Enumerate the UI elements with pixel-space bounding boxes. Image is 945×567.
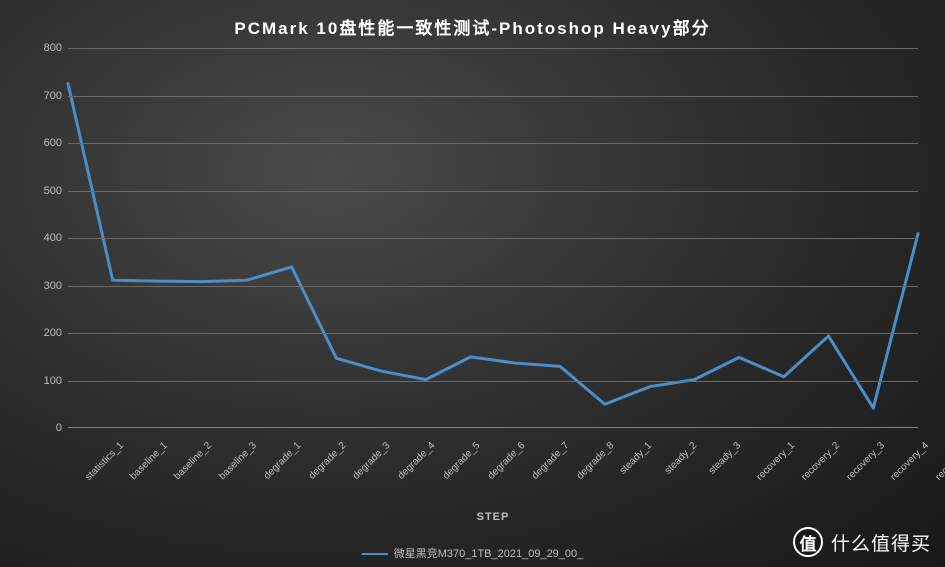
grid-line xyxy=(68,238,918,239)
x-tick-label: statistics_1 xyxy=(83,440,126,483)
grid-line xyxy=(68,191,918,192)
y-tick-label: 0 xyxy=(30,422,62,434)
x-tick-label: baseline_1 xyxy=(128,440,170,482)
legend-swatch xyxy=(362,553,388,555)
chart-title: PCMark 10盘性能一致性测试-Photoshop Heavy部分 xyxy=(0,14,945,39)
grid-line xyxy=(68,96,918,97)
y-tick-label: 300 xyxy=(30,280,62,292)
x-tick-label: steady_1 xyxy=(618,440,654,476)
y-tick-label: 700 xyxy=(30,90,62,102)
grid-line xyxy=(68,48,918,49)
x-tick-label: steady_3 xyxy=(707,440,743,476)
x-tick-label: degrade_5 xyxy=(441,440,483,482)
x-tick-label: recovery_3 xyxy=(844,440,887,483)
y-tick-label: 800 xyxy=(30,42,62,54)
x-tick-label: recovery_4 xyxy=(889,440,932,483)
x-axis-title: STEP xyxy=(68,511,918,523)
x-tick-label: degrade_1 xyxy=(262,440,304,482)
grid-line xyxy=(68,286,918,287)
x-tick-label: degrade_2 xyxy=(307,440,349,482)
y-tick-label: 500 xyxy=(30,185,62,197)
grid-line xyxy=(68,381,918,382)
x-tick-label: degrade_3 xyxy=(351,440,393,482)
x-tick-label: steady_2 xyxy=(662,440,698,476)
watermark-text: 什么值得买 xyxy=(831,529,931,556)
x-tick-label: recovery_5 xyxy=(933,440,945,483)
x-tick-label: recovery_2 xyxy=(799,440,842,483)
grid-line xyxy=(68,333,918,334)
grid-line xyxy=(68,143,918,144)
watermark: 值 什么值得买 xyxy=(793,527,931,557)
x-tick-label: baseline_3 xyxy=(217,440,259,482)
x-tick-label: degrade_8 xyxy=(575,440,617,482)
y-tick-label: 100 xyxy=(30,375,62,387)
x-tick-label: baseline_2 xyxy=(172,440,214,482)
legend-label: 微星黑竞M370_1TB_2021_09_29_00_ xyxy=(394,548,584,560)
x-tick-label: degrade_6 xyxy=(485,440,527,482)
x-tick-label: recovery_1 xyxy=(754,440,797,483)
y-tick-label: 600 xyxy=(30,137,62,149)
x-tick-label: degrade_4 xyxy=(396,440,438,482)
y-tick-label: 400 xyxy=(30,232,62,244)
y-tick-label: 200 xyxy=(30,327,62,339)
plot-area: statistics_1baseline_1baseline_2baseline… xyxy=(68,48,918,428)
x-axis-labels: statistics_1baseline_1baseline_2baseline… xyxy=(68,437,918,497)
x-tick-label: degrade_7 xyxy=(530,440,572,482)
chart-container: statistics_1baseline_1baseline_2baseline… xyxy=(24,40,924,520)
watermark-badge-icon: 值 xyxy=(793,527,823,557)
